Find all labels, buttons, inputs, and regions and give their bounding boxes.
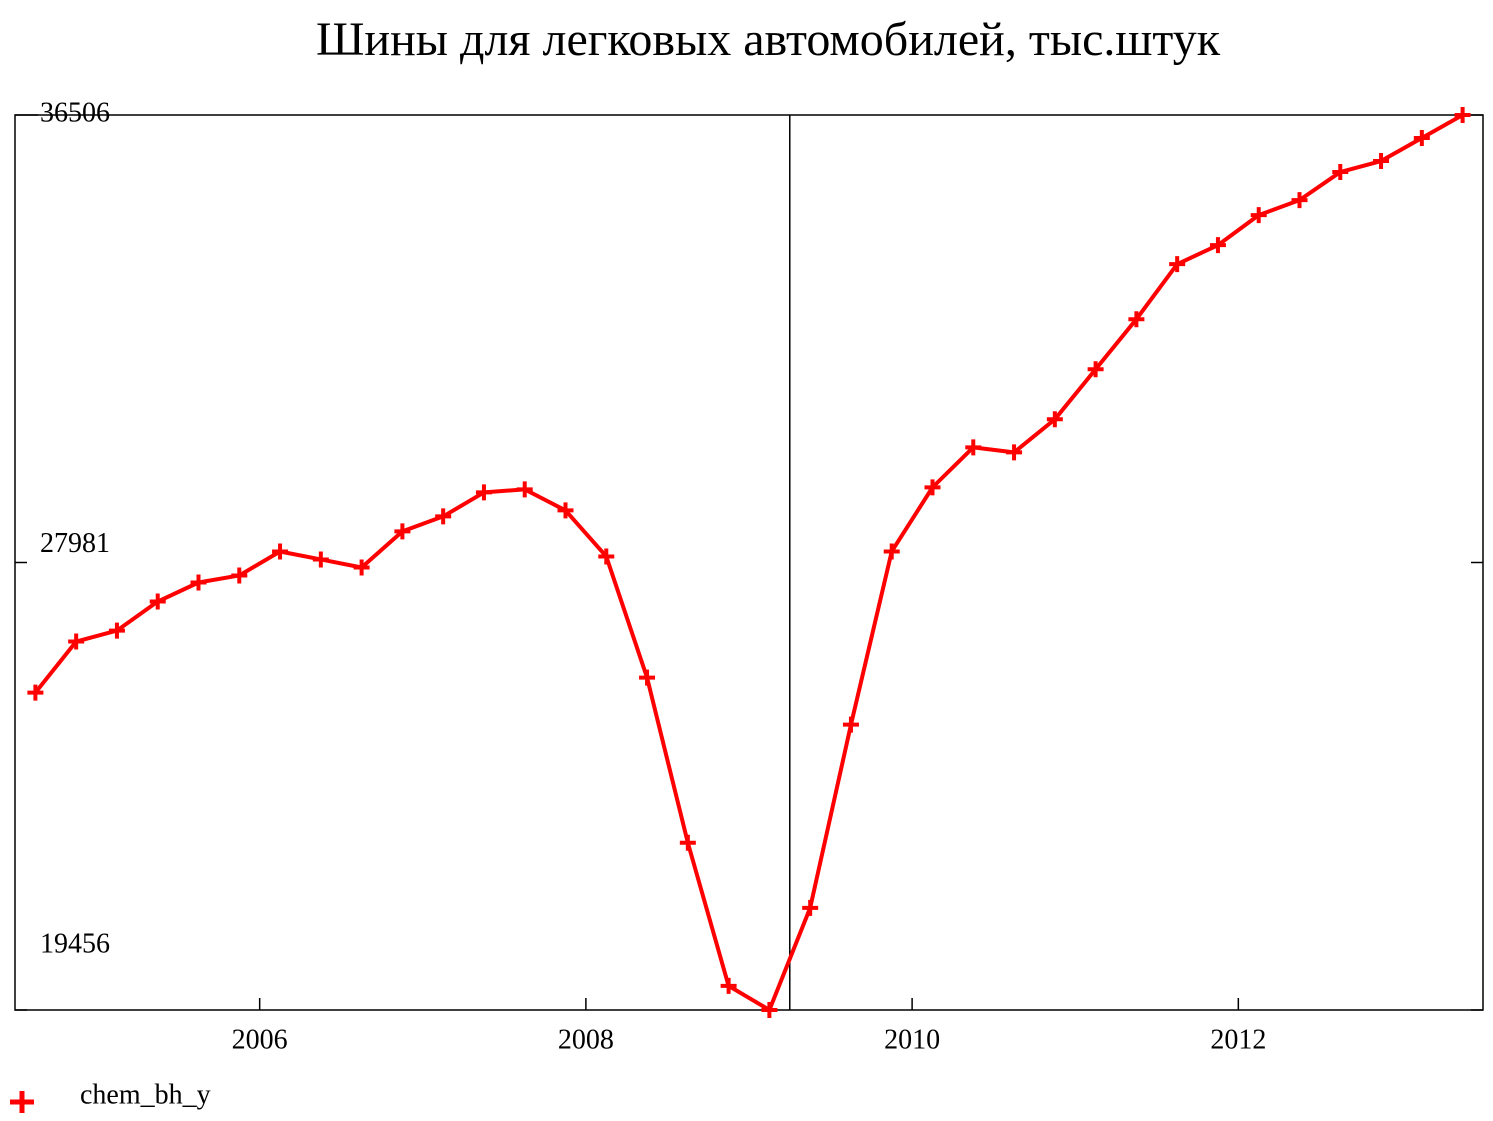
- point-marker: [475, 484, 492, 501]
- point-marker: [190, 574, 207, 591]
- point-marker: [1332, 164, 1349, 181]
- point-marker: [149, 593, 166, 610]
- point-marker: [353, 559, 370, 576]
- point-marker: [68, 633, 85, 650]
- x-tick-label: 2008: [558, 1024, 614, 1055]
- point-marker: [1046, 411, 1063, 428]
- legend-label: chem_bh_y: [80, 1079, 211, 1110]
- point-marker: [1291, 192, 1308, 209]
- series-line: [33, 113, 1464, 1012]
- x-tick-label: 2006: [232, 1024, 288, 1055]
- point-marker: [516, 481, 533, 498]
- y-tick-label: 36506: [40, 97, 110, 128]
- point-marker: [598, 548, 615, 565]
- point-marker: [557, 502, 574, 519]
- point-marker: [394, 523, 411, 540]
- point-marker: [1454, 107, 1471, 123]
- point-marker: [435, 508, 452, 525]
- point-marker: [720, 977, 737, 994]
- point-marker: [231, 567, 248, 584]
- point-marker: [1250, 207, 1267, 224]
- point-marker: [761, 1002, 778, 1018]
- point-marker: [108, 622, 125, 639]
- chart-title: Шины для легковых автомобилей, тыс.штук: [316, 13, 1221, 66]
- x-tick-label: 2010: [884, 1024, 940, 1055]
- point-marker: [965, 439, 982, 456]
- legend-marker: [10, 1091, 34, 1113]
- point-marker: [1209, 237, 1226, 254]
- point-marker: [272, 543, 289, 560]
- point-marker: [924, 479, 941, 496]
- point-marker: [639, 669, 656, 686]
- point-marker: [1006, 444, 1023, 461]
- y-tick-label: 27981: [40, 528, 110, 559]
- point-marker: [883, 543, 900, 560]
- x-tick-label: 2012: [1210, 1024, 1266, 1055]
- point-marker: [802, 899, 819, 916]
- point-marker: [842, 716, 859, 733]
- point-marker: [1128, 311, 1145, 328]
- point-marker: [1413, 130, 1430, 147]
- plot-frame: [14, 114, 1484, 1011]
- point-marker: [27, 684, 44, 701]
- point-marker: [312, 551, 329, 568]
- point-marker: [1169, 256, 1186, 273]
- y-tick-label: 19456: [40, 928, 110, 959]
- point-marker: [1087, 361, 1104, 378]
- point-marker: [1373, 153, 1390, 170]
- point-marker: [679, 834, 696, 851]
